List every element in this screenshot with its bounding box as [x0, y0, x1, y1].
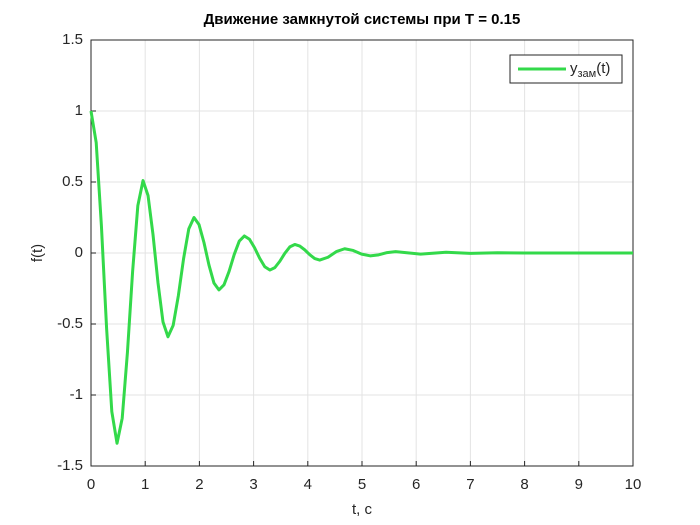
legend-label: yзам(t)	[570, 60, 610, 80]
y-axis-label: f(t)	[29, 244, 46, 262]
y-tick-label: -1.5	[57, 457, 83, 474]
x-tick-label: 3	[249, 476, 257, 493]
x-tick-label: 2	[195, 476, 203, 493]
y-tick-label: 0	[75, 244, 83, 261]
chart-title: Движение замкнутой системы при T = 0.15	[204, 11, 521, 28]
x-tick-label: 9	[575, 476, 583, 493]
x-axis-label: t, c	[352, 501, 373, 518]
x-tick-label: 0	[87, 476, 95, 493]
x-tick-label: 5	[358, 476, 366, 493]
y-tick-label: 0.5	[62, 173, 83, 190]
x-tick-label: 8	[520, 476, 528, 493]
x-tick-label: 7	[466, 476, 474, 493]
y-tick-label: -1	[70, 386, 83, 403]
y-tick-label: 1	[75, 102, 83, 119]
y-tick-label: 1.5	[62, 31, 83, 48]
x-tick-label: 1	[141, 476, 149, 493]
y-tick-label: -0.5	[57, 315, 83, 332]
x-tick-label: 6	[412, 476, 420, 493]
data-line	[89, 110, 633, 445]
x-tick-label: 10	[625, 476, 642, 493]
x-tick-label: 4	[304, 476, 312, 493]
